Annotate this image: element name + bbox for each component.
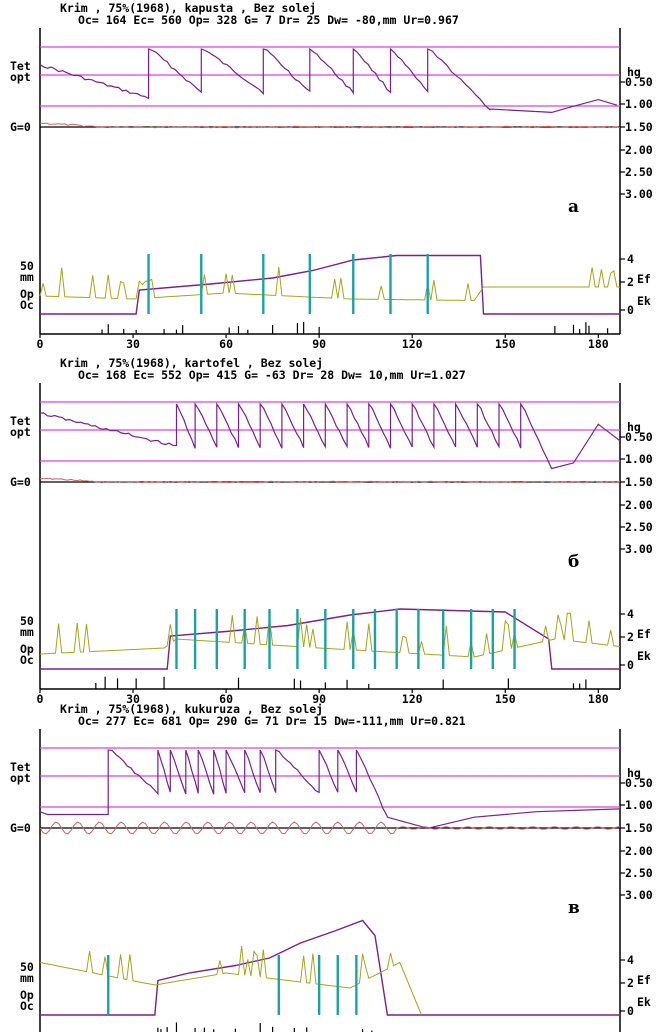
- mm50-label: 50: [20, 259, 34, 273]
- opt-label: opt: [10, 70, 31, 84]
- x-tick-label: 90: [312, 337, 326, 351]
- x-tick-label: 60: [219, 692, 233, 706]
- ef-tick-label: 4: [627, 252, 634, 266]
- ef-label: Ef: [637, 272, 651, 286]
- hg-tick-label: 3.00: [625, 542, 653, 556]
- oc-label: Oc: [20, 298, 34, 312]
- hg-tick-label: 0.50: [625, 430, 653, 444]
- x-tick-label: 30: [126, 337, 140, 351]
- g0-label: G=0: [10, 821, 31, 835]
- ef-series: [40, 254, 620, 315]
- panel-1: Krim , 75%(1968), kapusta , Bez solejOc=…: [10, 1, 653, 351]
- ek-series: [39, 945, 422, 1016]
- x-tick-label: 0: [37, 337, 44, 351]
- x-tick-label: 0: [37, 692, 44, 706]
- tet-label: Tet: [10, 59, 31, 73]
- panel-stats: Oc= 168 Ec= 552 Op= 415 G= -63 Dr= 28 Dw…: [78, 368, 466, 382]
- g0-label: G=0: [10, 475, 31, 489]
- x-tick-label: 60: [219, 337, 233, 351]
- mm-label: mm: [20, 270, 34, 284]
- oc-label: Oc: [20, 999, 34, 1013]
- theta-series: [39, 47, 618, 114]
- x-tick-label: 180: [588, 692, 609, 706]
- hg-tick-label: 0.50: [625, 776, 653, 790]
- panel-title: Krim , 75%(1968), kartofel , Bez solej: [60, 356, 323, 370]
- hg-label: hg: [627, 65, 641, 79]
- g-series: [39, 122, 621, 129]
- ek-series: [39, 267, 620, 301]
- hg-tick-label: 2.00: [625, 498, 653, 512]
- g-series: [40, 477, 621, 484]
- op-label: Op: [20, 988, 34, 1002]
- ef-tick-label: 2: [627, 976, 634, 990]
- x-tick-label: 120: [402, 337, 423, 351]
- panel-2: Krim , 75%(1968), kartofel , Bez solejOc…: [10, 356, 653, 706]
- hg-tick-label: 0.50: [625, 75, 653, 89]
- theta-series: [39, 749, 621, 829]
- panel-title: Krim , 75%(1968), kapusta , Bez solej: [60, 1, 316, 15]
- mm-label: mm: [20, 971, 34, 985]
- x-tick-label: 90: [312, 692, 326, 706]
- ef-label: Ef: [637, 627, 651, 641]
- mm-label: mm: [20, 625, 34, 639]
- hg-tick-label: 2.50: [625, 520, 653, 534]
- hg-label: hg: [627, 766, 641, 780]
- hg-tick-label: 1.00: [625, 798, 653, 812]
- hg-tick-label: 1.50: [625, 120, 653, 134]
- mm50-label: 50: [20, 614, 34, 628]
- ek-series: [39, 612, 621, 658]
- ek-label: Ek: [637, 294, 651, 308]
- panel-letter: а: [568, 197, 579, 217]
- panel-letter: б: [568, 552, 579, 572]
- theta-series: [39, 401, 621, 470]
- x-tick-label: 180: [588, 337, 609, 351]
- hg-label: hg: [627, 420, 641, 434]
- hg-tick-label: 2.50: [625, 165, 653, 179]
- ef-tick-label: 4: [627, 953, 634, 967]
- ek-label: Ek: [637, 995, 651, 1009]
- hg-tick-label: 3.00: [625, 888, 653, 902]
- panel-letter: в: [568, 898, 580, 918]
- ef-tick-label: 2: [627, 630, 634, 644]
- hg-tick-label: 2.00: [625, 844, 653, 858]
- g0-label: G=0: [10, 120, 31, 134]
- op-label: Op: [20, 287, 34, 301]
- x-tick-label: 150: [495, 692, 516, 706]
- ef-tick-label: 0: [627, 303, 634, 317]
- x-tick-label: 150: [495, 337, 516, 351]
- hg-tick-label: 1.50: [625, 475, 653, 489]
- ef-series: [40, 608, 620, 670]
- hg-tick-label: 1.00: [625, 452, 653, 466]
- panel-3: Krim , 75%(1968), kukuruza , Bez solejOc…: [10, 702, 653, 1032]
- panel-title: Krim , 75%(1968), kukuruza , Bez solej: [60, 702, 323, 716]
- g-series: [39, 821, 621, 835]
- ef-label: Ef: [637, 973, 651, 987]
- opt-label: opt: [10, 425, 31, 439]
- x-tick-label: 120: [402, 692, 423, 706]
- ef-tick-label: 4: [627, 607, 634, 621]
- panel-stats: Oc= 164 Ec= 560 Op= 328 G= 7 Dr= 25 Dw= …: [78, 13, 459, 27]
- hg-tick-label: 1.50: [625, 821, 653, 835]
- ek-label: Ek: [637, 649, 651, 663]
- hg-tick-label: 2.50: [625, 866, 653, 880]
- hg-tick-label: 3.00: [625, 187, 653, 201]
- oc-label: Oc: [20, 653, 34, 667]
- ef-tick-label: 2: [627, 275, 634, 289]
- x-tick-label: 30: [126, 692, 140, 706]
- hg-tick-label: 2.00: [625, 143, 653, 157]
- tet-label: Tet: [10, 414, 31, 428]
- op-label: Op: [20, 642, 34, 656]
- panel-stats: Oc= 277 Ec= 681 Op= 290 G= 71 Dr= 15 Dw=…: [78, 714, 466, 728]
- ef-tick-label: 0: [627, 658, 634, 672]
- ef-series: [40, 919, 620, 1016]
- opt-label: opt: [10, 771, 31, 785]
- tet-label: Tet: [10, 760, 31, 774]
- hg-tick-label: 1.00: [625, 97, 653, 111]
- mm50-label: 50: [20, 960, 34, 974]
- ef-tick-label: 0: [627, 1004, 634, 1018]
